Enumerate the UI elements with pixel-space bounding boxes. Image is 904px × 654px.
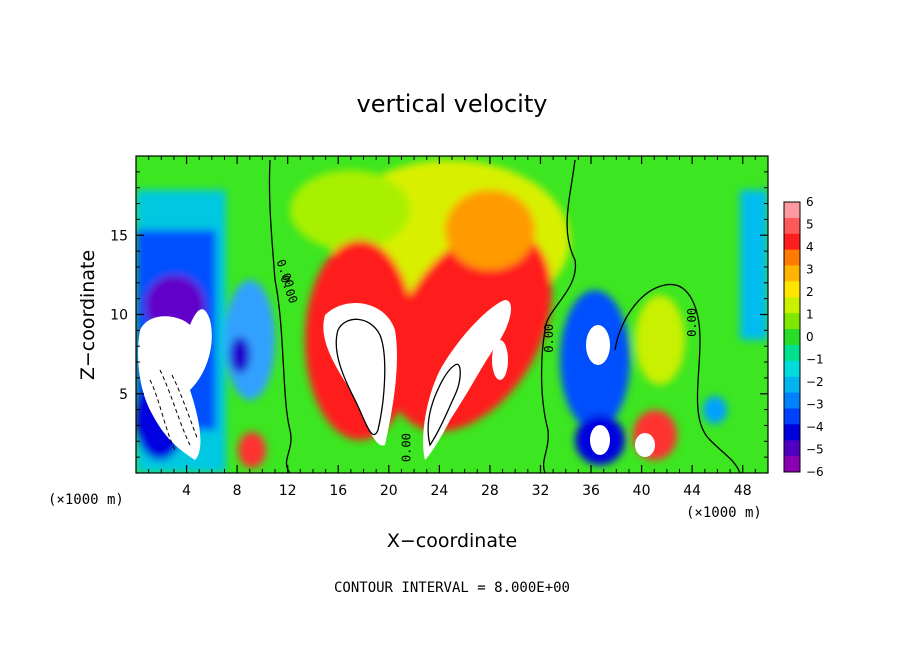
y-tick-label: 5 bbox=[119, 387, 128, 403]
colorbar-swatch bbox=[784, 265, 800, 282]
colorbar-swatch bbox=[784, 456, 800, 473]
colorbar-swatch bbox=[784, 202, 800, 219]
colorbar-tick-label: 3 bbox=[806, 263, 814, 277]
colorbar-tick-label: −1 bbox=[806, 353, 824, 367]
colorbar-tick-label: 4 bbox=[806, 240, 814, 254]
y-axis-label: Z−coordinate bbox=[77, 250, 99, 380]
x-tick-label: 16 bbox=[329, 483, 347, 499]
x-tick-label: 12 bbox=[279, 483, 297, 499]
x-tick-label: 8 bbox=[233, 483, 242, 499]
colorbar-swatch bbox=[784, 424, 800, 441]
contour-label: 0.00 bbox=[542, 324, 556, 353]
x-tick-label: 4 bbox=[182, 483, 191, 499]
colorbar-tick-label: 5 bbox=[806, 218, 814, 232]
contour-label: 0.00 bbox=[399, 433, 413, 462]
colorbar-tick-label: 1 bbox=[806, 308, 814, 322]
colorbar-tick-label: −6 bbox=[806, 465, 824, 479]
colorbar-frame bbox=[783, 201, 801, 473]
x-unit-right: (×1000 m) bbox=[686, 505, 762, 521]
colorbar-swatch bbox=[784, 344, 800, 362]
x-tick-label: 44 bbox=[683, 483, 701, 499]
colorbar: 6 5 4 3 2 1 0 −1 −2 −3 −4 −5 −6 bbox=[783, 195, 824, 479]
x-tick-label: 28 bbox=[481, 483, 499, 499]
colorbar-swatch bbox=[784, 281, 800, 298]
colorbar-tick-label: 6 bbox=[806, 195, 814, 209]
x-tick-label: 32 bbox=[532, 483, 550, 499]
colorbar-tick-label: −2 bbox=[806, 375, 824, 389]
x-axis: 4 8 12 16 20 24 28 32 36 40 44 48 bbox=[148, 156, 756, 499]
x-tick-label: 48 bbox=[734, 483, 752, 499]
colorbar-swatch bbox=[784, 249, 800, 267]
x-tick-label: 24 bbox=[430, 483, 448, 499]
colorbar-swatch bbox=[784, 233, 800, 251]
x-unit-left: (×1000 m) bbox=[48, 492, 124, 508]
x-axis-label: X−coordinate bbox=[387, 530, 517, 552]
colorbar-swatch bbox=[784, 376, 800, 394]
heatmap-field bbox=[136, 156, 768, 473]
colorbar-tick-label: −5 bbox=[806, 443, 824, 457]
colorbar-swatch bbox=[784, 440, 800, 457]
contour-interval-note: CONTOUR INTERVAL = 8.000E+00 bbox=[334, 580, 570, 596]
colorbar-tick-label: 0 bbox=[806, 330, 814, 344]
colorbar-tick-label: −4 bbox=[806, 420, 824, 434]
colorbar-swatch bbox=[784, 392, 800, 409]
colorbar-tick-label: −3 bbox=[806, 398, 824, 412]
chart-title: vertical velocity bbox=[357, 90, 548, 118]
colorbar-swatch bbox=[784, 217, 800, 235]
colorbar-tick-label: 2 bbox=[806, 285, 814, 299]
x-tick-label: 40 bbox=[633, 483, 651, 499]
y-tick-label: 15 bbox=[110, 228, 128, 244]
colorbar-swatch bbox=[784, 329, 800, 346]
contour-label: 0.00 bbox=[685, 308, 699, 337]
y-tick-label: 10 bbox=[110, 308, 128, 324]
colorbar-swatch bbox=[784, 297, 800, 314]
colorbar-swatch bbox=[784, 313, 800, 330]
y-axis: 5 10 15 bbox=[110, 171, 768, 458]
x-tick-label: 20 bbox=[380, 483, 398, 499]
colorbar-swatch bbox=[784, 360, 800, 378]
colorbar-swatch bbox=[784, 408, 800, 425]
x-tick-label: 36 bbox=[582, 483, 600, 499]
